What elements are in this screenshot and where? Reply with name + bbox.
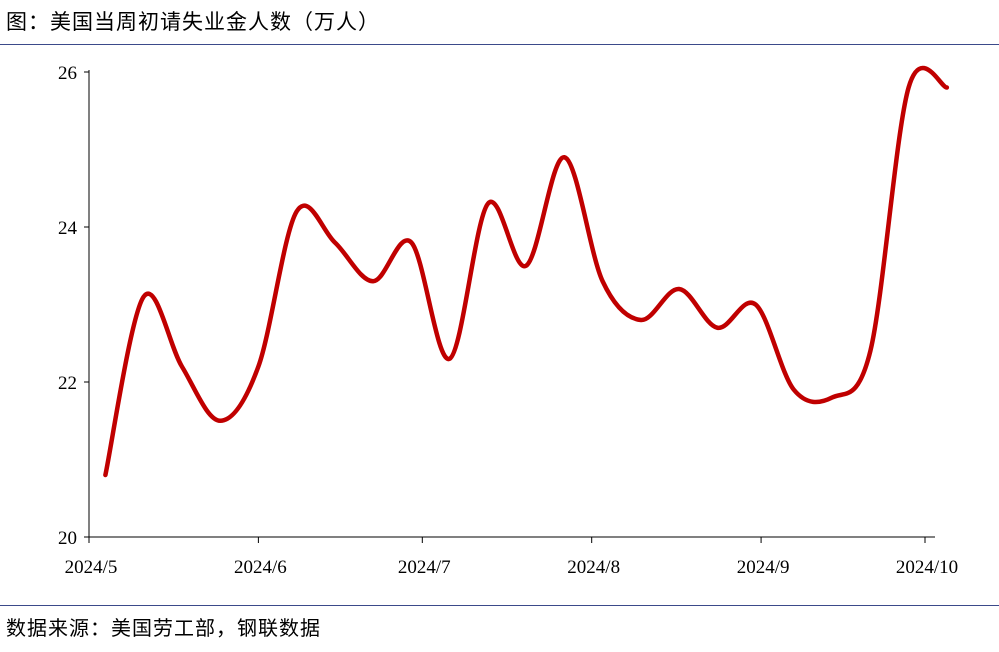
x-tick-label: 2024/6 [234, 557, 287, 578]
source-divider [0, 605, 999, 606]
x-tick-label: 2024/8 [567, 557, 620, 578]
y-tick-label: 24 [58, 218, 78, 239]
x-tick-label: 2024/10 [896, 557, 958, 578]
data-source: 数据来源：美国劳工部，钢联数据 [6, 616, 321, 640]
y-tick-label: 26 [58, 63, 77, 84]
title-divider [0, 44, 999, 45]
y-tick-label: 22 [58, 373, 77, 394]
x-tick-label: 2024/7 [398, 557, 451, 578]
x-tick-label: 2024/5 [65, 557, 118, 578]
series-line [103, 65, 950, 478]
line-chart: 20 22 24 26 2024/5 2024/6 2024/7 2024/8 2024/9 20… [58, 63, 958, 578]
x-tick-label: 2024/9 [737, 557, 790, 578]
chart-title: 图：美国当周初请失业金人数（万人） [6, 10, 380, 34]
y-tick-label: 20 [58, 528, 77, 549]
